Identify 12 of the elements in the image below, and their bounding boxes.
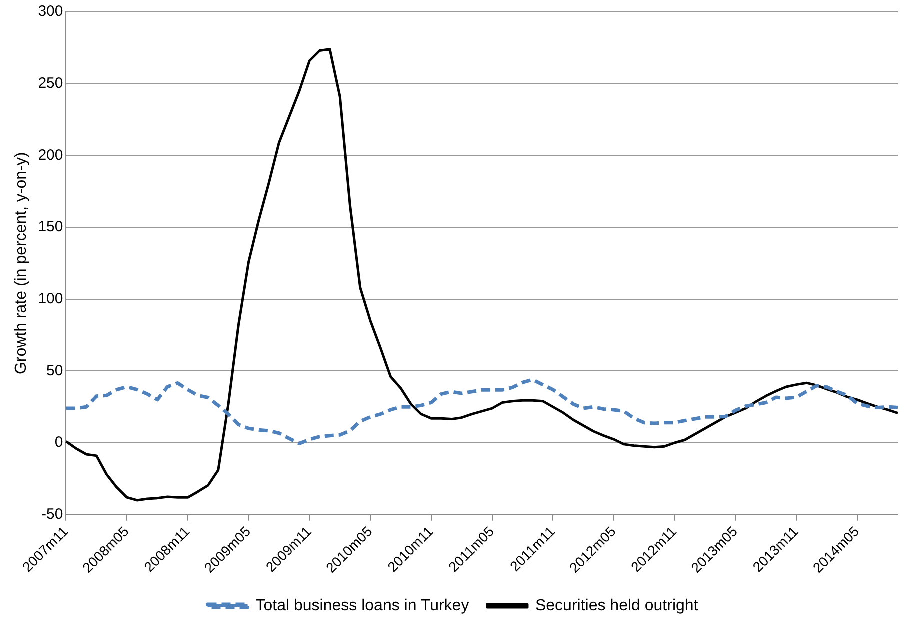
y-tick-label: 0 [54,434,64,452]
y-tick-label: -50 [42,506,64,523]
y-tick-label: 300 [38,3,64,20]
y-tick-label: 200 [38,146,64,164]
line-series [64,378,900,446]
y-tick-label: 250 [38,74,64,92]
legend-label: Total business loans in Turkey [256,597,470,614]
y-tick-label: 150 [38,218,64,236]
y-axis-title: Growth rate (in percent, y-on-y) [13,152,30,375]
legend-label: Securities held outright [535,597,699,614]
y-tick-label: 50 [46,362,64,380]
y-tick-label: 100 [38,290,64,308]
